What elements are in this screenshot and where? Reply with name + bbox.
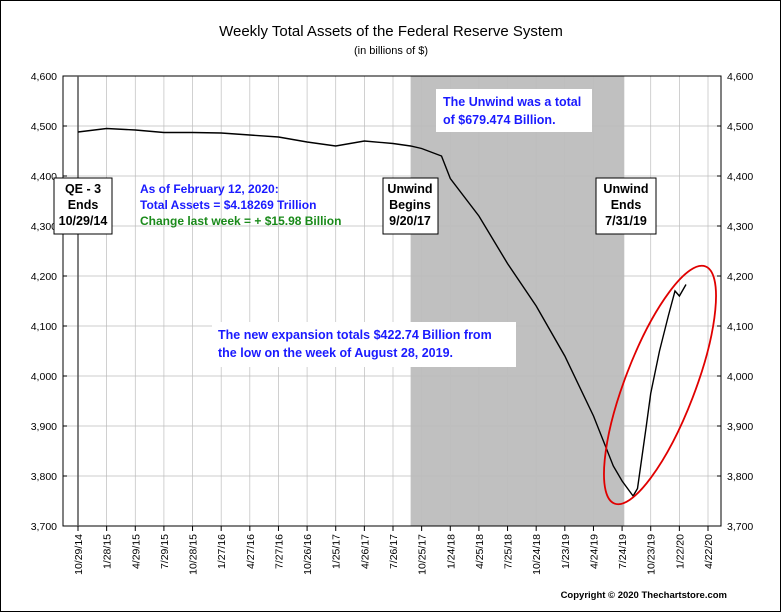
expansion-line2: the low on the week of August 28, 2019. [218, 346, 453, 360]
unwind-ends-box [595, 177, 657, 235]
unwind-begins-line1: Unwind [387, 182, 432, 196]
series-line-total-assets [77, 127, 687, 498]
y-tick-label-left: 4,400 [31, 171, 57, 183]
y-tick-label-left: 4,600 [31, 71, 57, 83]
y-tick-label-left: 4,500 [31, 121, 57, 133]
qe3-label-line2: Ends [68, 198, 99, 212]
x-tick-label: 1/23/19 [560, 534, 572, 569]
qe3-label-line1: QE - 3 [65, 182, 101, 196]
x-tick-label: 10/28/15 [188, 534, 200, 575]
y-tick-label-right: 4,600 [727, 71, 753, 83]
x-tick-label: 10/26/16 [302, 534, 314, 575]
y-tick-label-left: 4,200 [31, 271, 57, 283]
x-tick-label: 4/29/15 [130, 534, 142, 569]
y-tick-label-right: 4,400 [727, 171, 753, 183]
x-tick-label: 10/25/17 [417, 534, 429, 575]
grid [63, 76, 721, 526]
x-tick-label: 1/27/16 [216, 534, 228, 569]
x-tick-label: 7/24/19 [617, 534, 629, 569]
x-tick-label: 10/29/14 [73, 534, 85, 575]
x-axis: 10/29/14 1/28/15 4/29/15 7/29/15 10/28/15 1/2… [73, 526, 715, 575]
x-tick-label: 4/27/16 [245, 534, 257, 569]
y-tick-label-right: 4,000 [727, 371, 753, 383]
x-tick-label: 4/22/20 [703, 534, 715, 569]
shaded-region-rect [410, 76, 625, 526]
y-tick-label-right: 4,100 [727, 321, 753, 333]
x-tick-label: 4/26/17 [359, 534, 371, 569]
x-tick-label: 7/26/17 [388, 534, 400, 569]
unwind-total-box [436, 89, 592, 132]
x-tick-label: 10/24/18 [531, 534, 543, 575]
y-tick-label-right: 3,900 [727, 421, 753, 433]
unwind-begins-line3: 9/20/17 [389, 214, 431, 228]
x-tick-label: 4/25/18 [474, 534, 486, 569]
y-tick-label-right: 4,200 [727, 271, 753, 283]
y-tick-label-left: 4,300 [31, 221, 57, 233]
unwind-total-line1: The Unwind was a total [443, 95, 581, 109]
unwind-begins-line2: Begins [389, 198, 431, 212]
y-axis-right: 4,600 4,500 4,400 4,300 4,200 4,100 4,000 3,900… [717, 71, 753, 533]
unwind-begins-box [382, 177, 439, 235]
x-tick-label: 10/23/19 [646, 534, 658, 575]
qe3-label-box [53, 177, 113, 235]
qe3-label-line3: 10/29/14 [59, 214, 108, 228]
x-tick-label: 1/25/17 [331, 534, 343, 569]
y-tick-label-right: 4,500 [727, 121, 753, 133]
y-tick-label-right: 3,800 [727, 471, 753, 483]
x-tick-label: 1/28/15 [102, 534, 114, 569]
unwind-ends-line2: Ends [611, 198, 642, 212]
x-tick-label: 1/22/20 [674, 534, 686, 569]
y-tick-label-left: 4,100 [31, 321, 57, 333]
status-line1: As of February 12, 2020: [140, 182, 279, 196]
x-tick-label: 4/24/19 [588, 534, 600, 569]
y-tick-label-left: 3,900 [31, 421, 57, 433]
unwind-ends-line1: Unwind [603, 182, 648, 196]
unwind-ends-line3: 7/31/19 [605, 214, 647, 228]
expansion-line1: The new expansion totals $422.74 Billion… [218, 328, 492, 342]
y-tick-label-left: 3,700 [31, 521, 57, 533]
x-tick-label: 7/29/15 [159, 534, 171, 569]
x-tick-label: 1/24/18 [445, 534, 457, 569]
copyright-text: Copyright © 2020 Thechartstore.com [561, 590, 727, 601]
x-tick-label: 7/27/16 [273, 534, 285, 569]
plot-area-border [62, 75, 722, 527]
chart-subtitle: (in billions of $) [354, 45, 428, 57]
y-tick-label-left: 3,800 [31, 471, 57, 483]
y-axis-left: 4,600 4,500 4,400 4,300 4,200 4,100 4,000 3,900… [31, 71, 67, 533]
y-tick-label-left: 4,000 [31, 371, 57, 383]
highlight-ellipse [603, 264, 717, 506]
unwind-shaded-region [410, 76, 625, 526]
unwind-total-line2: of $679.474 Billion. [443, 113, 556, 127]
status-line3: Change last week = + $15.98 Billion [140, 214, 341, 228]
y-tick-label-right: 4,300 [727, 221, 753, 233]
y-tick-label-right: 3,700 [727, 521, 753, 533]
status-line2: Total Assets = $4.18269 Trillion [140, 198, 316, 212]
expansion-box [212, 322, 516, 367]
chart-title: Weekly Total Assets of the Federal Reser… [219, 23, 563, 40]
x-tick-label: 7/25/18 [503, 534, 515, 569]
